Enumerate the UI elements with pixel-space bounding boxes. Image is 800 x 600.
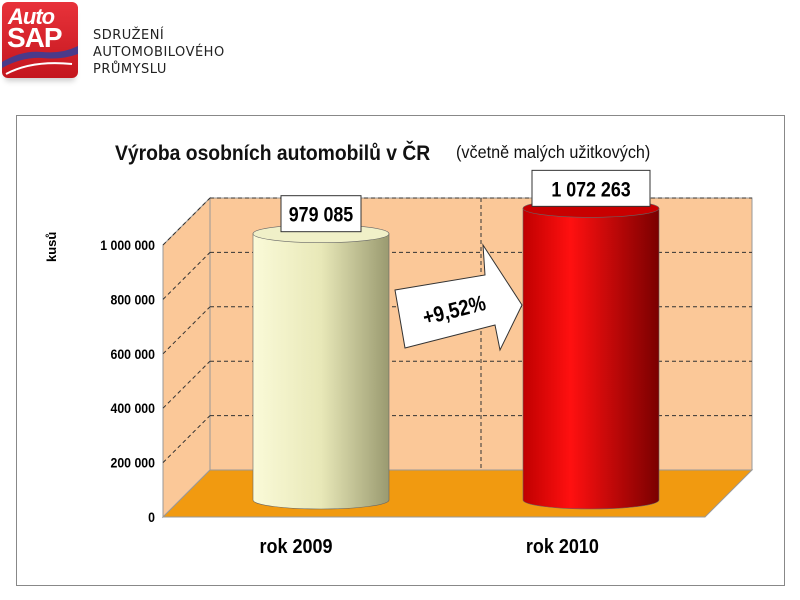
x-category-label: rok 2010 <box>526 536 599 558</box>
y-tick-label: 0 <box>148 509 155 525</box>
autosap-logo: Auto SAP <box>2 2 78 78</box>
floor <box>161 469 754 518</box>
bar-rok-2009: 979 085 <box>252 195 390 510</box>
y-tick-label: 1 000 000 <box>100 237 155 253</box>
association-name: SDRUŽENÍ AUTOMOBILOVÉHO PRŮMYSLU <box>93 27 225 78</box>
y-axis-label: kusů <box>44 232 59 262</box>
data-label-box <box>280 195 362 233</box>
y-tick-label: 400 000 <box>111 400 155 416</box>
x-category-label: rok 2009 <box>259 536 332 558</box>
growth-arrow: +9,52% <box>394 243 523 352</box>
chart-subtitle: (včetně malých užitkových) <box>456 142 650 162</box>
y-tick-label: 600 000 <box>111 346 155 362</box>
association-line: AUTOMOBILOVÉHO <box>93 45 225 60</box>
car-silhouette-icon <box>2 46 78 75</box>
side-wall <box>162 196 211 519</box>
bar-body <box>252 233 390 510</box>
y-tick-label: 800 000 <box>111 292 155 308</box>
bar-body <box>522 208 660 510</box>
chart-title: Výroba osobních automobilů v ČR <box>115 140 431 165</box>
data-label: 1 072 263 <box>551 178 630 202</box>
data-label: 979 085 <box>289 203 354 227</box>
association-line: PRŮMYSLU <box>93 62 167 77</box>
bar-rok-2010: 1 072 263 <box>522 169 660 510</box>
data-label-box <box>531 169 651 207</box>
association-line: SDRUŽENÍ <box>93 28 165 43</box>
y-tick-label: 200 000 <box>111 455 155 471</box>
